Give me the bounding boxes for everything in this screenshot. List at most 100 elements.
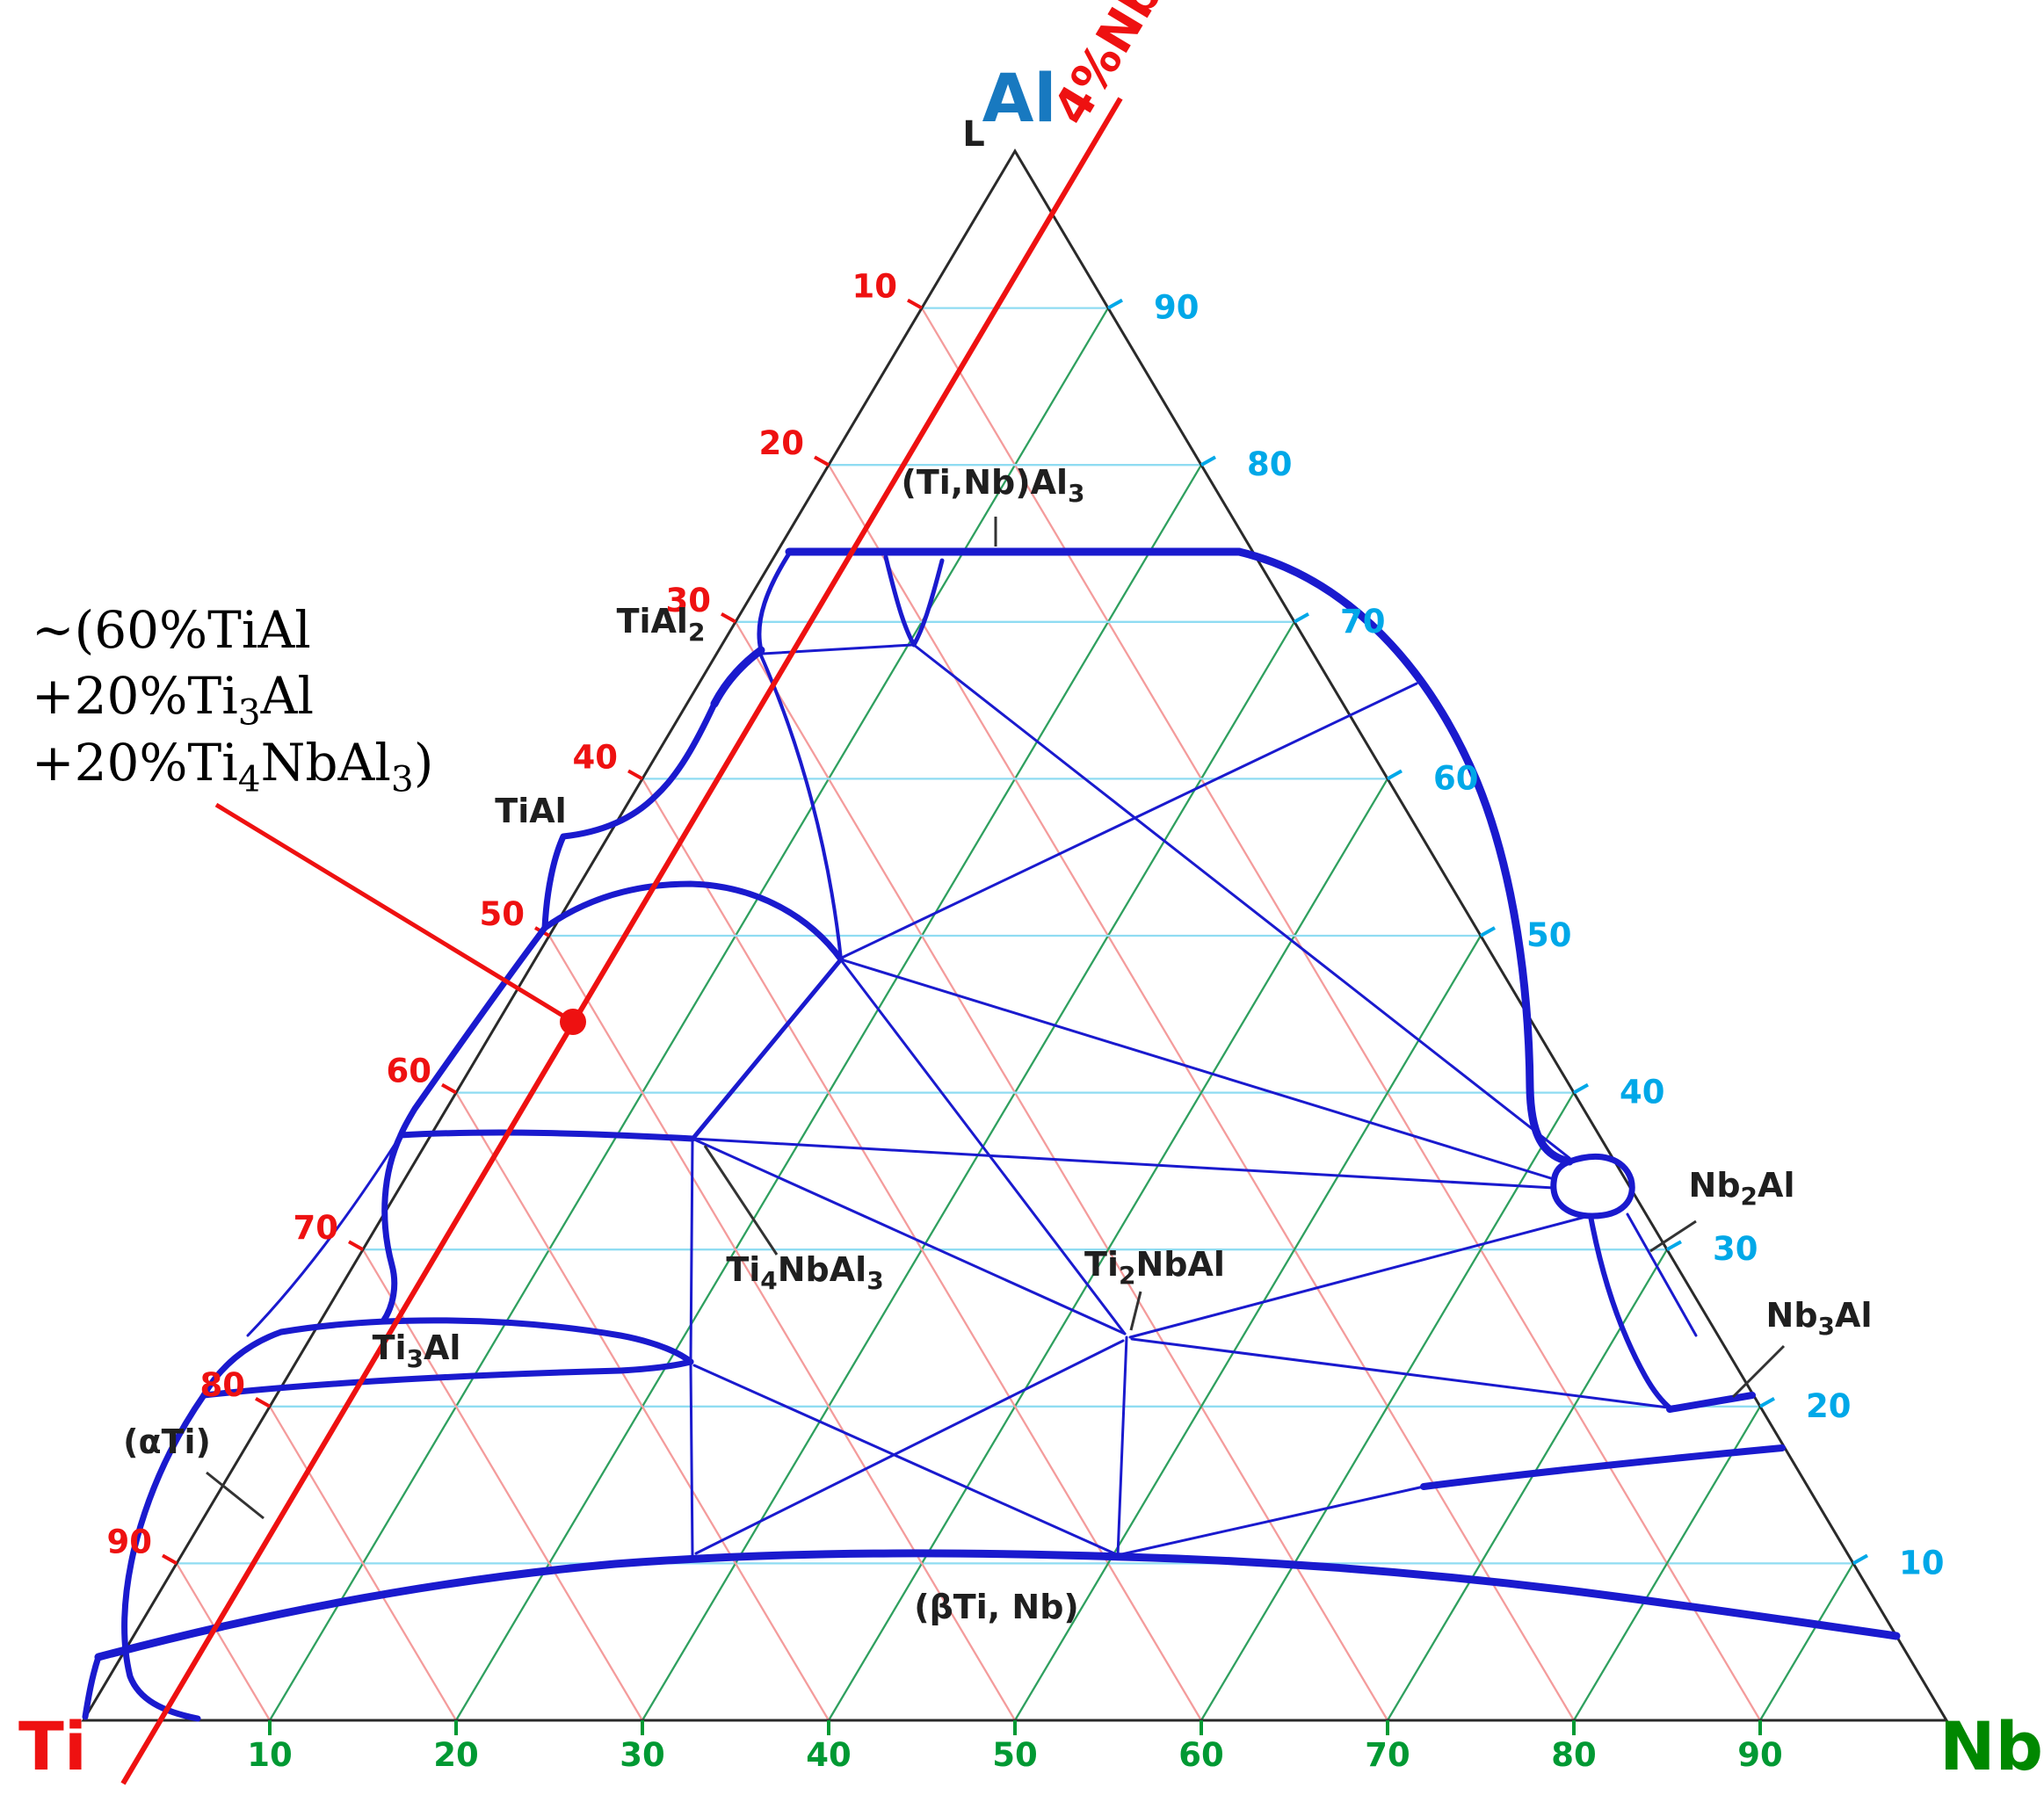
tie-line xyxy=(691,1137,1555,1190)
phase-boundary xyxy=(397,1129,696,1142)
constant-nb-line xyxy=(120,97,1123,1785)
annotation-subscript: 4 xyxy=(237,757,261,800)
al-tick-label: 20 xyxy=(1806,1387,1852,1425)
tie-line xyxy=(839,958,1555,1181)
ti-tick-mark xyxy=(907,298,923,310)
phase-label-tial2: TiAl2 xyxy=(617,602,706,647)
grid-line-ti xyxy=(735,621,1388,1721)
phase-region-labels: L (Ti,Nb)Al3 TiAl2 TiAl Ti3Al (αTi) Ti4NbAl3 Ti… xyxy=(123,114,1872,1626)
label-pointer xyxy=(1649,1220,1697,1253)
phase-boundary xyxy=(1420,1444,1786,1490)
tie-line xyxy=(692,1364,1116,1555)
al-tick-mark xyxy=(1759,1397,1775,1408)
label-pointer xyxy=(206,1471,265,1520)
ti-tick-label: 90 xyxy=(107,1523,153,1560)
phase-boundary xyxy=(1550,1153,1635,1220)
annotation-text: +20%Ti xyxy=(32,732,238,793)
al-tick-label: 80 xyxy=(1247,445,1293,483)
annotation-subscript: 3 xyxy=(237,691,261,734)
phase-boundary xyxy=(397,924,548,1139)
corner-label-nb: Nb xyxy=(1939,1707,2043,1785)
tie-line xyxy=(694,1339,1125,1555)
nb-tick-label: 60 xyxy=(1178,1736,1224,1774)
phase-label-nb2al: Nb2Al xyxy=(1689,1166,1795,1211)
phase-label-liquid: L xyxy=(962,114,985,155)
grid-line-ti xyxy=(921,308,1761,1721)
grid-line-ti xyxy=(362,1249,643,1721)
annotation-line-2: +20%Ti3Al xyxy=(32,663,433,730)
nb-tick-label: 40 xyxy=(806,1736,852,1774)
phase-boundary xyxy=(380,1132,404,1325)
annotation-text: +20%Ti xyxy=(32,666,238,727)
marked-composition-point xyxy=(560,1009,586,1035)
ti-tick-label: 60 xyxy=(387,1053,432,1090)
phase-label-ti3al: Ti3Al xyxy=(373,1328,461,1373)
al-tick-label: 10 xyxy=(1899,1544,1945,1581)
tie-line xyxy=(691,1137,1127,1335)
grid-line-ti xyxy=(548,935,1016,1721)
tie-line xyxy=(246,1133,402,1337)
phase-boundary xyxy=(541,700,844,963)
ti-tick-label: 10 xyxy=(852,268,898,306)
grid-line-ti xyxy=(455,1092,830,1721)
ti-tick-label: 40 xyxy=(573,738,619,776)
phase-boundary xyxy=(278,1317,694,1365)
tie-line xyxy=(1116,1485,1425,1557)
grid-line-nb xyxy=(1573,1406,1761,1721)
phase-boundary xyxy=(759,654,843,961)
annotation-text: ~(60%TiAl xyxy=(32,600,311,660)
ti-tick-label: 80 xyxy=(200,1366,246,1404)
phase-boundary xyxy=(710,646,765,708)
grid-line-ti xyxy=(176,1562,271,1721)
tie-line xyxy=(1116,1335,1128,1557)
annotation-line-1: ~(60%TiAl xyxy=(32,597,433,663)
ti-tick-mark xyxy=(348,1240,364,1251)
phase-boundary xyxy=(94,1549,1901,1661)
corner-label-al: Al xyxy=(982,59,1057,137)
al-tick-mark xyxy=(1852,1553,1868,1566)
nb-tick-label: 10 xyxy=(247,1736,293,1774)
ti-tick-mark xyxy=(814,455,830,467)
ti-tick-label: 50 xyxy=(480,895,525,933)
phase-label-beta-ti-nb: (βTi, Nb) xyxy=(914,1588,1079,1626)
annotation-arrow xyxy=(214,802,575,1024)
phase-label-tial: TiAl xyxy=(495,792,566,830)
phase-boundary xyxy=(692,957,844,1140)
label-pointer xyxy=(703,1145,779,1256)
tie-line xyxy=(840,959,1127,1335)
phase-boundary xyxy=(82,1654,102,1720)
grid-line-nb xyxy=(641,621,1295,1721)
phase-boundary xyxy=(757,551,792,653)
tie-line xyxy=(1626,1212,1698,1337)
phase-boundaries xyxy=(82,547,1901,1722)
nb-tick-label: 30 xyxy=(620,1736,665,1774)
phase-label-nb3al: Nb3Al xyxy=(1766,1296,1873,1341)
phase-label-ti4nbal3: Ti4NbAl3 xyxy=(726,1250,883,1295)
ti-tick-mark xyxy=(255,1397,271,1408)
ti-tick-mark xyxy=(162,1553,178,1566)
phase-label-ti2nbal: Ti2NbAl xyxy=(1084,1245,1225,1290)
phase-boundary xyxy=(1666,1392,1756,1413)
axis-tick-labels: 10 20 30 40 50 60 70 80 90 90 80 70 60 50 40 30 20 10 10 20… xyxy=(107,268,1945,1774)
axis-tick-marks xyxy=(162,298,1868,1735)
al-tick-mark xyxy=(1573,1082,1589,1095)
annotation-text: NbAl xyxy=(260,732,391,793)
nb-tick-label: 80 xyxy=(1551,1736,1597,1774)
nb-tick-label: 90 xyxy=(1737,1736,1783,1774)
al-tick-label: 50 xyxy=(1526,916,1572,954)
nb-tick-label: 50 xyxy=(992,1736,1038,1774)
phase-label-ti-nb-al3: (Ti,Nb)Al3 xyxy=(901,463,1084,508)
annotation-text: ) xyxy=(413,732,434,793)
annotation-subscript: 3 xyxy=(390,757,414,800)
composition-annotation: ~(60%TiAl +20%Ti3Al +20%Ti4NbAl3) xyxy=(32,597,434,797)
annotation-text: Al xyxy=(260,666,315,727)
al-tick-mark xyxy=(1107,298,1123,310)
ti-tick-mark xyxy=(441,1082,457,1095)
tie-line xyxy=(840,682,1418,959)
tie-line xyxy=(1130,1337,1670,1409)
ti-tick-label: 20 xyxy=(759,424,805,462)
tie-line xyxy=(912,643,1571,1160)
phase-boundary xyxy=(121,1392,207,1722)
